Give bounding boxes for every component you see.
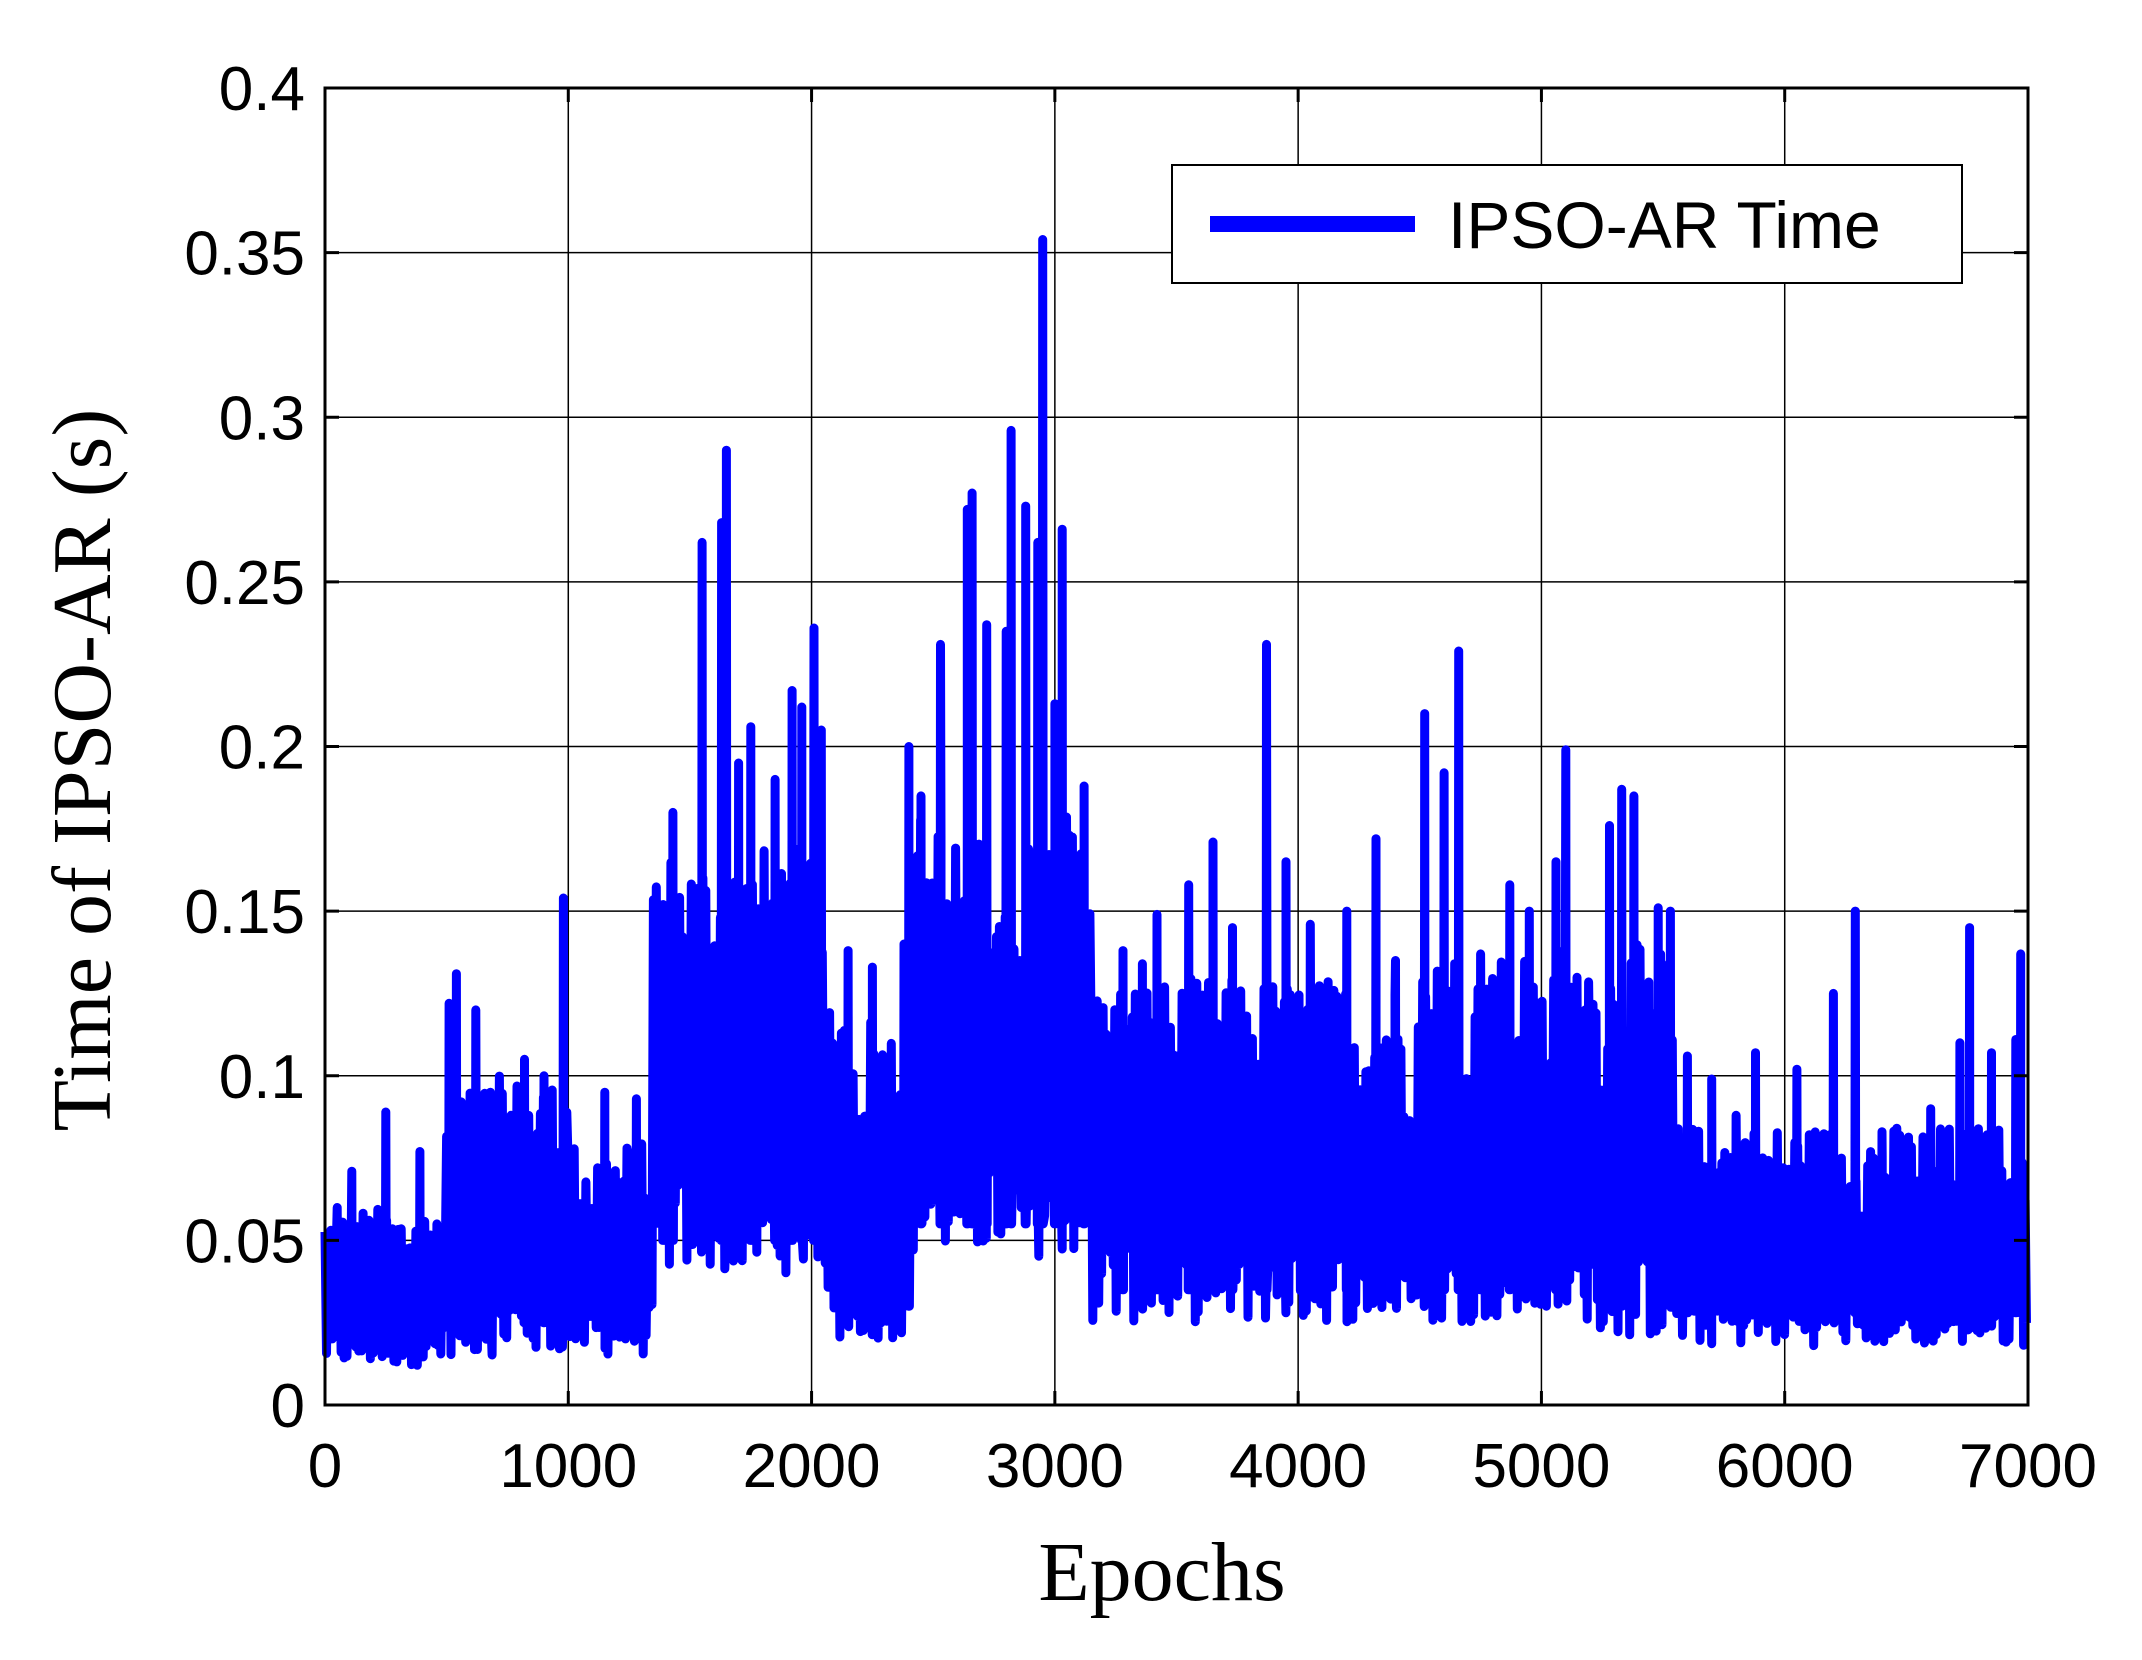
x-tick-label: 5000: [1472, 1432, 1610, 1501]
y-tick-label: 0.15: [184, 878, 305, 947]
y-tick-label: 0.35: [184, 220, 305, 289]
legend-box: [1171, 164, 1963, 284]
y-tick-label: 0.25: [184, 549, 305, 618]
x-tick-label: 2000: [743, 1432, 881, 1501]
y-tick-label: 0.2: [219, 714, 305, 783]
y-tick-label: 0.4: [219, 55, 305, 124]
y-tick-label: 0: [271, 1372, 305, 1441]
x-tick-label: 6000: [1716, 1432, 1854, 1501]
legend: IPSO-AR Time: [1171, 164, 1963, 284]
x-tick-label: 4000: [1229, 1432, 1367, 1501]
y-tick-label: 0.1: [219, 1043, 305, 1112]
tick-labels: 0 1000 2000 3000 4000 5000 6000 7000 0 0.05 0.1 0.1…: [184, 55, 2097, 1501]
y-tick-label: 0.3: [219, 384, 305, 453]
plot-frame: [323, 86, 2030, 1407]
legend-label-ipso-ar-time: IPSO-AR Time: [1448, 188, 1881, 262]
y-axis-title: Time of IPSO-AR (s): [36, 409, 129, 1132]
x-tick-label: 0: [308, 1432, 342, 1501]
x-axis-title: Epochs: [1038, 1526, 1285, 1619]
series-layer: [320, 235, 2031, 1370]
x-tick-label: 3000: [986, 1432, 1124, 1501]
axes: [323, 86, 2030, 1407]
series-line-ipso-ar-time: [320, 235, 2031, 1370]
x-tick-label: 7000: [1959, 1432, 2097, 1501]
x-tick-label: 1000: [499, 1432, 637, 1501]
y-tick-label: 0.05: [184, 1207, 305, 1276]
